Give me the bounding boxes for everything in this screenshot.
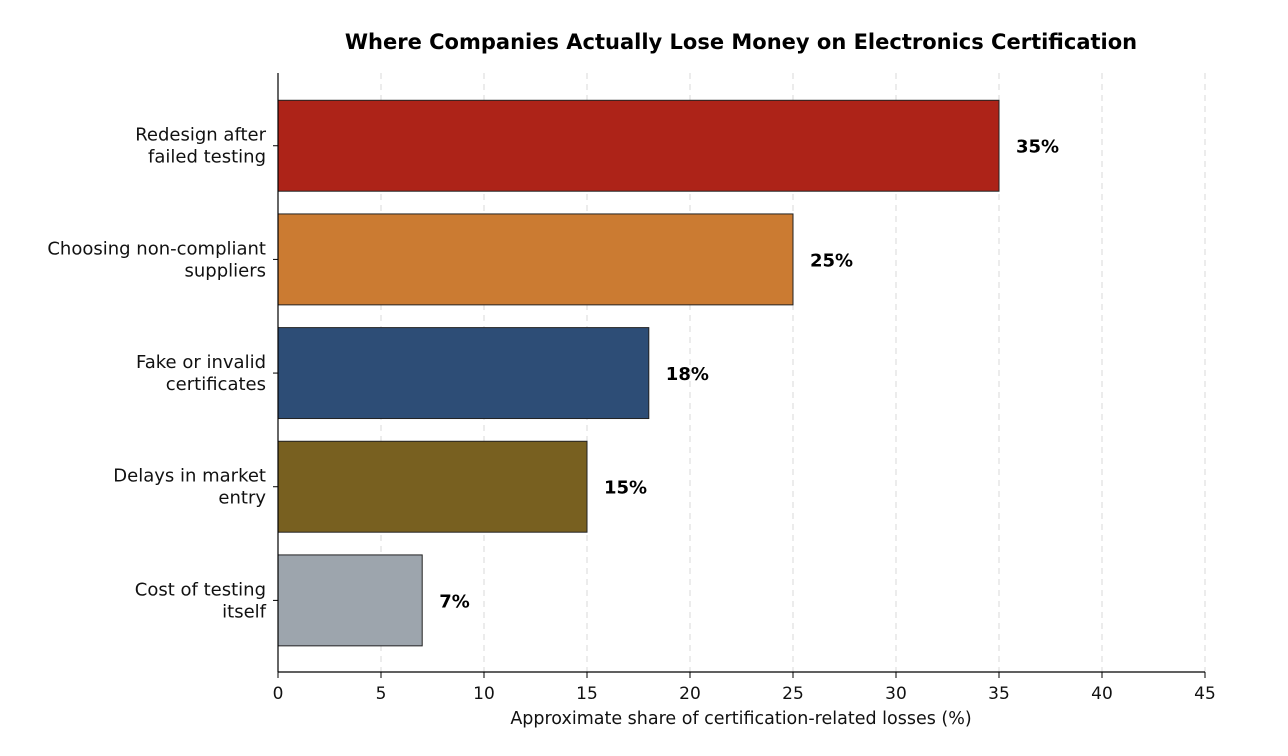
data-label: 7%: [439, 591, 470, 612]
x-tick-label: 15: [576, 684, 598, 704]
category-label: Cost of testing: [135, 579, 266, 600]
data-label: 18%: [666, 364, 709, 385]
category-label: itself: [222, 601, 267, 622]
x-tick-label: 20: [679, 684, 701, 704]
category-label: Redesign after: [135, 125, 266, 146]
ticks-layer: 0 5 10 15 20 25 30 35 40 45: [273, 145, 1216, 704]
x-axis-label: Approximate share of certification-relat…: [510, 709, 971, 729]
bar: [277, 554, 423, 647]
category-label: Fake or invalid: [136, 352, 266, 373]
chart-title: Where Companies Actually Lose Money on E…: [345, 30, 1137, 54]
category-label: suppliers: [185, 260, 267, 281]
x-tick-label: 10: [473, 684, 495, 704]
axes-layer: [277, 73, 1205, 673]
data-label: 35%: [1016, 137, 1059, 158]
bar: [277, 440, 588, 533]
data-label: 15%: [604, 478, 647, 499]
x-tick-label: 45: [1194, 684, 1216, 704]
x-tick-label: 30: [885, 684, 907, 704]
x-tick-label: 25: [782, 684, 804, 704]
x-tick-label: 5: [376, 684, 387, 704]
x-tick-label: 40: [1091, 684, 1113, 704]
category-label: failed testing: [148, 147, 266, 168]
category-label: certificates: [166, 374, 266, 395]
category-label: entry: [218, 488, 266, 509]
bar: [277, 99, 1000, 192]
category-label: Choosing non-compliant: [47, 238, 266, 259]
x-tick-label: 0: [273, 684, 284, 704]
bar: [277, 213, 794, 306]
bar: [277, 327, 650, 420]
bars-layer: [277, 99, 1000, 647]
category-label: Delays in market: [113, 466, 266, 487]
x-tick-label: 35: [988, 684, 1010, 704]
data-label: 25%: [810, 250, 853, 271]
